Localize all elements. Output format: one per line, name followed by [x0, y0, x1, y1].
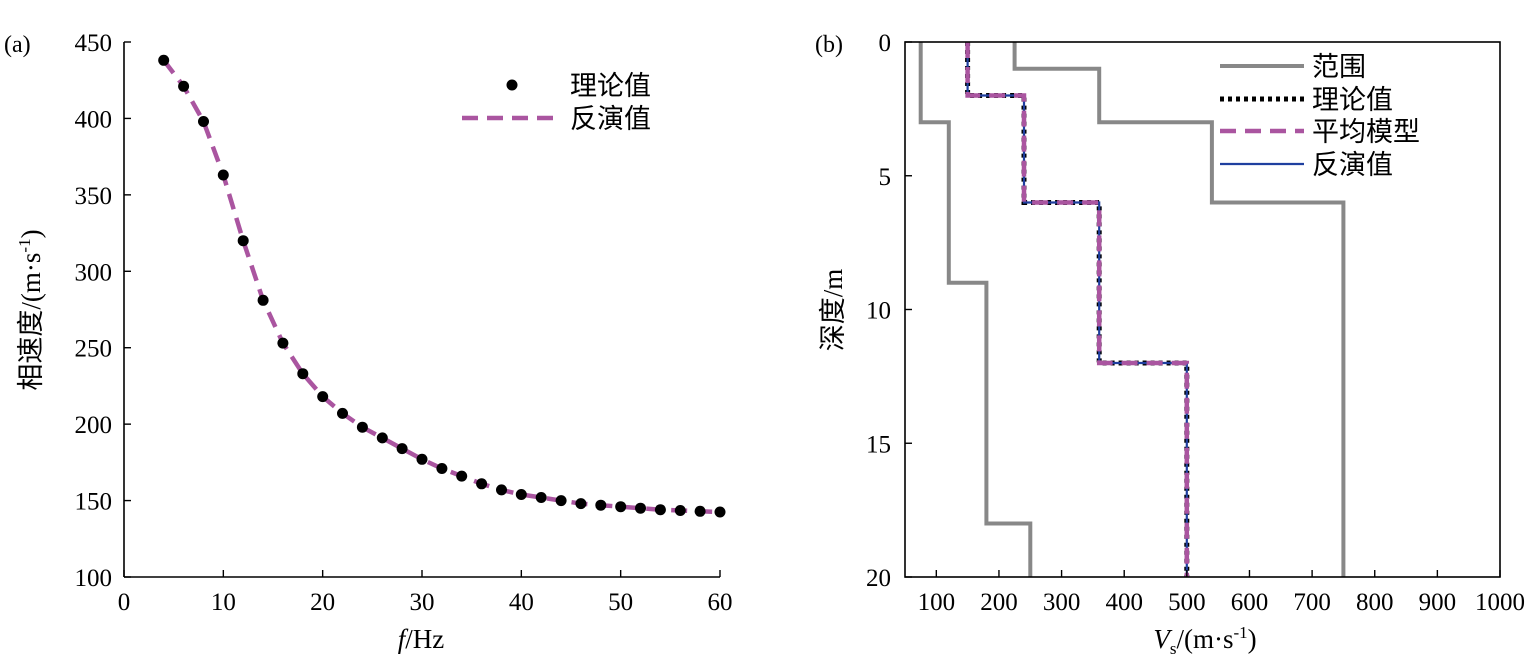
chart-a-y-tick-label: 450 — [75, 30, 113, 57]
chart-b-x-axis-label: Vs/(m·s-1) — [1153, 623, 1256, 658]
chart-b-x-tick-label: 100 — [918, 589, 956, 616]
chart-a-data-point — [178, 80, 190, 92]
chart-a-data-point — [575, 498, 587, 510]
chart-b: (b) 100 200 300 400 500 600 700 800 900 100005101… — [815, 30, 1525, 658]
chart-a-data-point — [714, 506, 726, 518]
chart-a-x-axis-label: f/Hz — [398, 624, 445, 654]
chart-a-data-point — [396, 443, 408, 455]
chart-b-y-tick-label: 20 — [866, 565, 891, 592]
chart-a-data-point — [198, 116, 209, 127]
chart-a-panel-label: (a) — [4, 32, 31, 58]
chart-b-y-tick-label: 15 — [866, 431, 891, 458]
chart-a-legend-label-points: 理论值 — [570, 71, 651, 101]
chart-a-data-point — [436, 463, 448, 474]
chart-a-data-point — [595, 499, 607, 511]
chart-a-y-tick-label: 400 — [75, 106, 113, 133]
chart-a-data-point — [694, 505, 706, 517]
chart-a-data-point — [277, 337, 289, 349]
chart-b-y-axis-label: 深度/m — [818, 269, 848, 352]
chart-b-x-tick-label: 400 — [1105, 589, 1143, 616]
chart-a-data-point — [376, 432, 388, 444]
chart-a-data-point — [356, 421, 368, 433]
chart-b-x-tick-label: 200 — [980, 589, 1018, 616]
chart-b-axes: 100 200 300 400 500 600 700 800 900 1000 0 5 10 15 20 — [866, 30, 1525, 616]
chart-a-data-point — [476, 478, 488, 490]
chart-a-data-point — [337, 407, 348, 419]
chart-a-data-point — [317, 391, 329, 403]
chart-b-x-tick-label: 900 — [1419, 589, 1457, 616]
chart-a-data-point — [674, 505, 686, 516]
chart-a: (a) 0 10 20 30 40 50 60 100 150 200 250 300 350 400 45… — [4, 30, 733, 654]
chart-a-data-point — [158, 54, 170, 66]
chart-a-y-tick-label: 150 — [75, 489, 113, 516]
chart-b-range-lower-line — [918, 42, 1033, 577]
chart-b-x-tick-label: 600 — [1231, 589, 1269, 616]
chart-b-legend-label-range: 范围 — [1312, 52, 1366, 82]
chart-b-y-tick-label: 0 — [879, 30, 892, 57]
chart-a-data-point — [615, 501, 627, 513]
chart-a-axes: 0 10 20 30 40 50 60 100 150 200 250 300 350 400 450 — [75, 30, 733, 616]
chart-b-y-tick-label: 10 — [866, 298, 891, 325]
chart-a-y-tick-label: 100 — [75, 565, 113, 592]
chart-a-data-point — [515, 489, 527, 500]
chart-a-legend-label-fit: 反演值 — [570, 104, 651, 134]
chart-a-legend-marker-points — [506, 79, 518, 91]
chart-a-x-tick-label: 60 — [708, 589, 733, 616]
chart-a-x-tick-label: 40 — [509, 589, 534, 616]
chart-b-legend-label-inversion: 反演值 — [1312, 150, 1393, 180]
chart-a-x-tick-label: 20 — [310, 589, 335, 616]
chart-b-range-upper-line — [1012, 42, 1346, 577]
chart-b-x-tick-label: 500 — [1168, 589, 1206, 616]
chart-a-x-tick-label: 0 — [118, 589, 131, 616]
chart-b-x-tick-label: 800 — [1356, 589, 1394, 616]
chart-a-y-tick-label: 200 — [75, 412, 113, 439]
chart-b-panel-label: (b) — [815, 32, 843, 58]
chart-a-data-point — [237, 235, 249, 247]
chart-a-data-point — [654, 504, 666, 516]
chart-a-x-tick-label: 30 — [410, 589, 435, 616]
chart-b-legend-label-average-model: 平均模型 — [1312, 117, 1420, 147]
chart-b-legend-label-theory: 理论值 — [1312, 85, 1393, 115]
chart-a-data-point — [217, 169, 229, 181]
chart-a-x-tick-label: 10 — [211, 589, 236, 616]
chart-a-data-point — [416, 453, 428, 465]
chart-a-data-point — [535, 492, 547, 503]
chart-a-data-point — [635, 502, 646, 514]
chart-b-x-tick-label: 300 — [1043, 589, 1081, 616]
chart-a-plot-area — [158, 54, 726, 518]
chart-a-data-point — [456, 470, 468, 482]
chart-a-x-tick-label: 50 — [608, 589, 633, 616]
chart-a-data-point — [555, 495, 567, 507]
chart-b-average-model-line — [965, 42, 1190, 577]
chart-a-data-point — [496, 484, 507, 496]
chart-a-data-point — [257, 294, 269, 306]
chart-a-data-point — [297, 368, 309, 380]
chart-b-x-tick-label: 1000 — [1475, 589, 1525, 616]
chart-b-x-tick-label: 700 — [1293, 589, 1331, 616]
chart-a-y-tick-label: 350 — [75, 183, 113, 210]
chart-b-plot-area — [918, 42, 1346, 577]
chart-a-y-axis-label: 相速度/(m·s-1) — [15, 229, 46, 390]
chart-a-y-tick-label: 250 — [75, 336, 113, 363]
chart-b-y-tick-label: 5 — [879, 164, 892, 191]
chart-a-y-tick-label: 300 — [75, 259, 113, 286]
